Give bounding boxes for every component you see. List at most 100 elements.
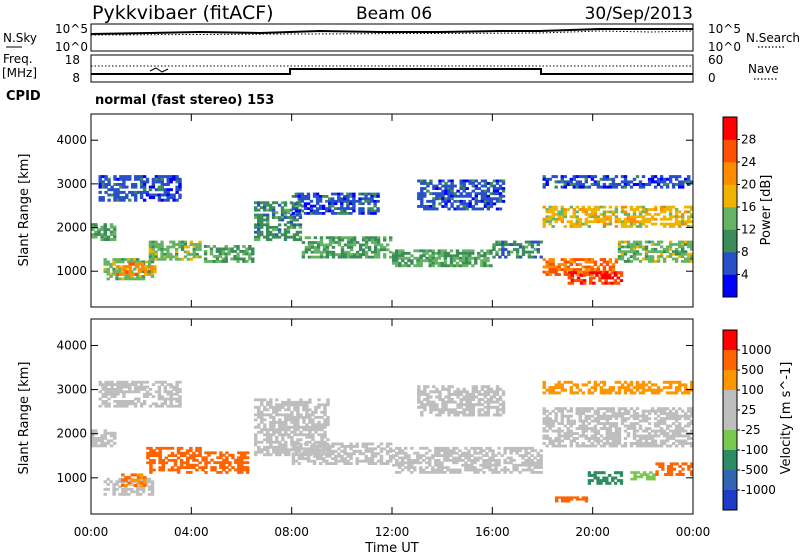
scatter-cell	[641, 257, 646, 261]
scatter-cell	[417, 179, 421, 183]
scatter-cell	[428, 461, 432, 465]
scatter-cell	[653, 383, 658, 387]
scatter-cell	[641, 210, 646, 214]
scatter-cell	[266, 438, 270, 442]
scatter-cell	[349, 452, 353, 456]
scatter-cell	[426, 205, 430, 208]
scatter-cell	[644, 427, 649, 430]
scatter-cell	[416, 264, 420, 268]
scatter-cell	[376, 255, 381, 259]
scatter-cell	[343, 209, 347, 213]
scatter-cell	[160, 175, 164, 179]
scatter-cell	[644, 217, 649, 221]
scatter-cell	[292, 216, 297, 219]
scatter-cell	[647, 434, 652, 438]
scatter-cell	[100, 436, 104, 440]
scatter-cell	[234, 461, 238, 465]
scatter-cell	[172, 255, 176, 259]
scatter-cell	[681, 247, 685, 251]
scatter-cell	[587, 437, 591, 440]
scatter-cell	[416, 249, 420, 253]
scatter-cell	[337, 207, 341, 210]
scatter-cell	[495, 197, 500, 201]
scatter-cell	[545, 434, 549, 438]
scatter-cell	[148, 388, 153, 391]
scatter-cell	[343, 250, 348, 254]
scatter-cell	[423, 187, 427, 190]
scatter-cell	[474, 385, 478, 389]
scatter-cell	[545, 265, 549, 269]
scatter-cell	[290, 430, 294, 434]
scatter-cell	[352, 207, 356, 210]
scatter-cell	[495, 250, 499, 254]
scatter-cell	[340, 238, 345, 242]
scatter-cell	[459, 410, 463, 414]
scatter-cell	[198, 446, 202, 450]
scatter-cell	[281, 423, 285, 427]
scatter-cell	[370, 212, 374, 215]
scatter-cell	[432, 405, 436, 409]
scatter-cell	[139, 175, 144, 179]
scatter-cell	[284, 420, 288, 424]
scatter-cell	[145, 380, 150, 384]
scatter-cell	[133, 260, 137, 264]
scatter-cell	[94, 233, 98, 236]
scatter-cell	[352, 204, 356, 208]
scatter-cell	[416, 454, 420, 457]
scatter-cell	[671, 175, 676, 179]
scatter-cell	[444, 387, 448, 391]
scatter-cell	[163, 390, 167, 394]
scatter-cell	[483, 192, 488, 196]
scatter-cell	[590, 273, 595, 276]
scatter-cell	[626, 417, 631, 421]
scatter-cell	[596, 419, 601, 423]
scatter-cell	[449, 454, 453, 457]
scatter-cell	[157, 385, 162, 389]
scatter-cell	[134, 185, 138, 189]
scatter-cell	[204, 456, 208, 460]
scatter-cell	[614, 434, 619, 438]
scatter-cell	[605, 432, 610, 435]
scatter-cell	[557, 217, 561, 221]
scatter-cell	[539, 456, 543, 460]
scatter-cell	[681, 473, 685, 476]
scatter-cell	[560, 210, 564, 214]
scatter-cell	[146, 454, 150, 457]
scatter-cell	[113, 383, 117, 386]
scatter-cell	[659, 210, 664, 214]
scatter-cell	[435, 192, 439, 196]
scatter-cell	[299, 403, 303, 407]
scatter-cell	[367, 449, 372, 453]
scatter-cell	[116, 385, 120, 389]
scatter-cell	[173, 463, 178, 467]
scatter-cell	[563, 225, 567, 228]
scatter-cell	[602, 388, 607, 392]
scatter-cell	[452, 446, 456, 450]
scatter-cell	[482, 466, 486, 469]
scatter-cell	[521, 463, 525, 467]
scatter-cell	[315, 212, 320, 215]
scatter-cell	[91, 444, 95, 448]
scatter-cell	[257, 230, 261, 234]
scatter-cell	[569, 424, 573, 428]
scatter-cell	[455, 471, 459, 474]
scatter-cell	[364, 250, 369, 254]
scatter-cell	[290, 418, 294, 422]
scatter-cell	[183, 255, 188, 259]
scatter-cell	[446, 446, 450, 450]
scatter-cell	[635, 414, 640, 418]
scatter-cell	[656, 388, 661, 392]
scatter-cell	[521, 454, 525, 457]
scatter-cell	[401, 256, 405, 260]
scatter-cell	[417, 387, 421, 391]
scatter-cell	[343, 452, 347, 456]
scatter-cell	[486, 390, 491, 394]
scatter-cell	[303, 452, 308, 456]
scatter-cell	[293, 420, 297, 424]
scatter-cell	[486, 398, 491, 401]
scatter-cell	[122, 402, 126, 406]
scatter-cell	[225, 458, 229, 462]
scatter-cell	[656, 260, 661, 263]
scatter-cell	[491, 468, 495, 472]
